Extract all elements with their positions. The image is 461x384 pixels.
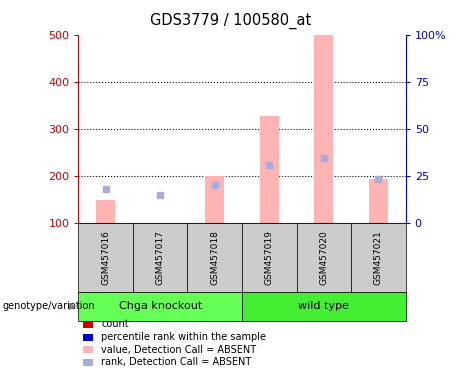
Text: ▶: ▶: [69, 301, 76, 311]
Text: GSM457016: GSM457016: [101, 230, 110, 285]
Bar: [314, 35, 333, 223]
Bar: [205, 176, 225, 223]
Text: GSM457021: GSM457021: [374, 230, 383, 285]
Text: GSM457017: GSM457017: [156, 230, 165, 285]
Bar: [260, 116, 279, 223]
Text: GSM457020: GSM457020: [319, 230, 328, 285]
Text: count: count: [101, 319, 129, 329]
Text: value, Detection Call = ABSENT: value, Detection Call = ABSENT: [101, 345, 256, 355]
Text: genotype/variation: genotype/variation: [2, 301, 95, 311]
Text: percentile rank within the sample: percentile rank within the sample: [101, 332, 266, 342]
Text: wild type: wild type: [298, 301, 349, 311]
Text: GDS3779 / 100580_at: GDS3779 / 100580_at: [150, 13, 311, 29]
Text: GSM457018: GSM457018: [210, 230, 219, 285]
Text: rank, Detection Call = ABSENT: rank, Detection Call = ABSENT: [101, 358, 252, 367]
Bar: [96, 200, 115, 223]
Text: GSM457019: GSM457019: [265, 230, 274, 285]
Text: Chga knockout: Chga knockout: [118, 301, 202, 311]
Bar: [369, 179, 388, 223]
